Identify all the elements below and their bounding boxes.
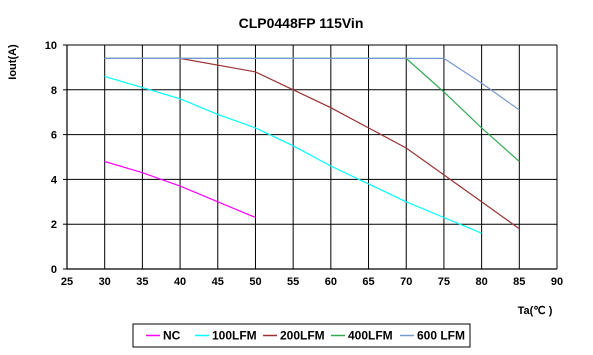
x-tick-label: 85: [513, 276, 525, 288]
x-tick-label: 25: [61, 276, 73, 288]
x-tick-label: 50: [249, 276, 261, 288]
y-tick-label: 0: [51, 264, 57, 276]
series-line-100lfm: [104, 75, 482, 234]
legend-label: 600 LFM: [417, 329, 465, 343]
series-line-nc: [104, 160, 256, 219]
series-line-200lfm: [104, 57, 520, 230]
x-tick-label: 80: [475, 276, 487, 288]
x-tick-label: 55: [287, 276, 299, 288]
x-tick-label: 90: [551, 276, 563, 288]
x-tick-label: 75: [438, 276, 450, 288]
y-axis-label: Iout(A): [7, 44, 19, 80]
y-tick-label: 2: [51, 219, 57, 231]
x-tick-label: 70: [400, 276, 412, 288]
y-tick-label: 6: [51, 130, 57, 142]
axes: [63, 44, 557, 270]
legend-label: 100LFM: [212, 329, 257, 343]
y-tick-labels: 0 2 4 6 8 10: [45, 40, 58, 276]
y-tick-label: 8: [51, 85, 57, 97]
grid: [67, 44, 558, 269]
x-tick-labels: 25 30 35 40 45 50 55 60 65 70 75 80 85 90: [61, 276, 563, 288]
x-axis-label: Ta(℃ ): [518, 305, 553, 317]
plot-area: [67, 45, 557, 269]
series-lines: [104, 57, 520, 234]
legend: NC 100LFM 200LFM 400LFM 600 LFM: [132, 323, 471, 348]
x-tick-label: 35: [136, 276, 148, 288]
legend-label: 200LFM: [280, 329, 325, 343]
x-tick-label: 40: [174, 276, 186, 288]
x-tick-label: 30: [99, 276, 111, 288]
x-tick-label: 45: [212, 276, 224, 288]
chart-title: CLP0448FP 115Vin: [239, 15, 364, 31]
x-tick-label: 65: [362, 276, 374, 288]
y-tick-label: 10: [45, 40, 57, 52]
series-line-600-lfm: [104, 57, 520, 111]
legend-box: [132, 323, 471, 348]
y-tick-label: 4: [51, 174, 58, 186]
legend-label: 400LFM: [348, 329, 393, 343]
legend-label: NC: [163, 329, 181, 343]
x-tick-label: 60: [325, 276, 337, 288]
